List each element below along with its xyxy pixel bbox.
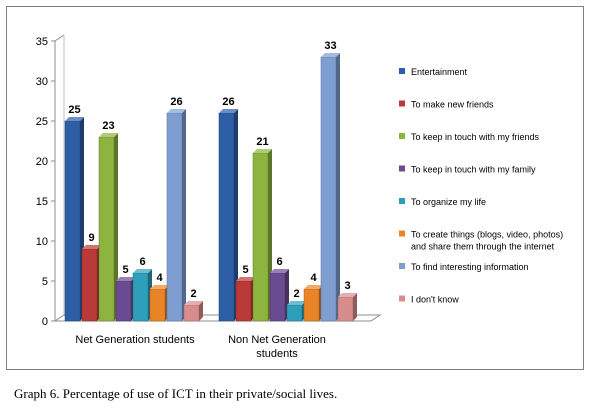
bar-top — [287, 301, 306, 305]
bar-side — [336, 53, 340, 321]
y-tick-label: 25 — [36, 116, 48, 128]
bar-top — [236, 277, 255, 281]
y-tick-label: 15 — [36, 196, 48, 208]
bar-top — [65, 117, 84, 121]
legend-swatch — [399, 198, 405, 204]
y-tick-label: 30 — [36, 76, 48, 88]
legend-swatch — [399, 263, 405, 269]
data-label: 26 — [170, 96, 182, 108]
bar — [303, 288, 320, 322]
legend-swatch — [399, 100, 405, 107]
y-axis-wall — [54, 34, 65, 321]
data-label: 6 — [276, 256, 282, 268]
legend-label: To find interesting information — [411, 262, 529, 272]
bar — [81, 248, 98, 322]
x-category-label: students — [256, 348, 298, 360]
bar-side — [353, 293, 357, 321]
y-tick-label: 35 — [36, 36, 48, 48]
bar — [286, 304, 303, 322]
legend-label: Entertainment — [411, 67, 468, 77]
x-category-label: Net Generation students — [75, 334, 195, 346]
bar-top — [338, 293, 357, 297]
bar-top — [133, 269, 152, 273]
bar-side — [114, 133, 118, 321]
data-label: 26 — [222, 96, 234, 108]
bar — [98, 136, 115, 322]
figure-caption: Graph 6. Percentage of use of ICT in the… — [14, 386, 338, 401]
data-label: 25 — [68, 104, 80, 116]
data-label: 4 — [156, 272, 163, 284]
data-label: 2 — [293, 288, 299, 300]
legend-swatch — [399, 165, 405, 172]
bar-side — [199, 301, 203, 321]
y-tick-label: 20 — [36, 156, 48, 168]
bar-side — [182, 109, 186, 321]
data-label: 2 — [190, 288, 196, 300]
x-category-label: Non Net Generation — [228, 334, 326, 346]
bar-top — [184, 301, 203, 305]
data-label: 3 — [344, 280, 350, 292]
bar — [269, 272, 286, 322]
data-label: 5 — [122, 264, 128, 276]
legend-label: To keep in touch with my family — [411, 165, 536, 175]
data-label: 5 — [242, 264, 248, 276]
y-tick-label: 10 — [36, 236, 48, 248]
y-tick-label: 5 — [42, 276, 48, 288]
bar-top — [82, 245, 101, 249]
legend-label: To organize my life — [411, 197, 486, 207]
legend-label: To keep in touch with my friends — [411, 132, 540, 142]
legend-swatch — [399, 133, 405, 139]
legend-swatch — [399, 68, 405, 74]
bar-top — [321, 53, 340, 57]
data-label: 4 — [310, 272, 317, 284]
data-label: 9 — [88, 232, 94, 244]
bar — [252, 152, 269, 322]
bar-top — [150, 285, 169, 289]
data-label: 23 — [102, 120, 114, 132]
chart-frame: 0 5 10 15 20 25 30 35 25 26 9 5 23 21 5 6 6 2 4 4 26 33 2 3 Net … — [6, 6, 584, 370]
bar-top — [116, 277, 135, 281]
legend-label: To make new friends — [411, 100, 494, 110]
bar — [337, 296, 354, 322]
bar — [149, 288, 166, 322]
bar — [115, 280, 132, 322]
y-tick-label: 0 — [42, 316, 48, 328]
bar — [166, 112, 183, 322]
data-label: 6 — [139, 256, 145, 268]
bar — [132, 272, 149, 322]
bar-top — [253, 149, 272, 153]
legend-label: and share them through the internet — [411, 242, 555, 252]
bar — [320, 56, 337, 322]
bar-side — [234, 109, 238, 321]
bar — [183, 304, 200, 322]
data-label: 21 — [256, 136, 268, 148]
bar — [235, 280, 252, 322]
bar-top — [270, 269, 289, 273]
data-label: 33 — [324, 40, 336, 52]
legend-swatch — [399, 230, 405, 237]
bar — [218, 112, 235, 322]
bar-top — [304, 285, 323, 289]
legend-swatch — [399, 295, 405, 302]
legend-label: I don't know — [411, 295, 459, 305]
bar-top — [99, 133, 118, 137]
bar-top — [219, 109, 238, 113]
legend-label: To create things (blogs, video, photos) — [411, 230, 563, 240]
bar — [64, 120, 81, 322]
bar-top — [167, 109, 186, 113]
